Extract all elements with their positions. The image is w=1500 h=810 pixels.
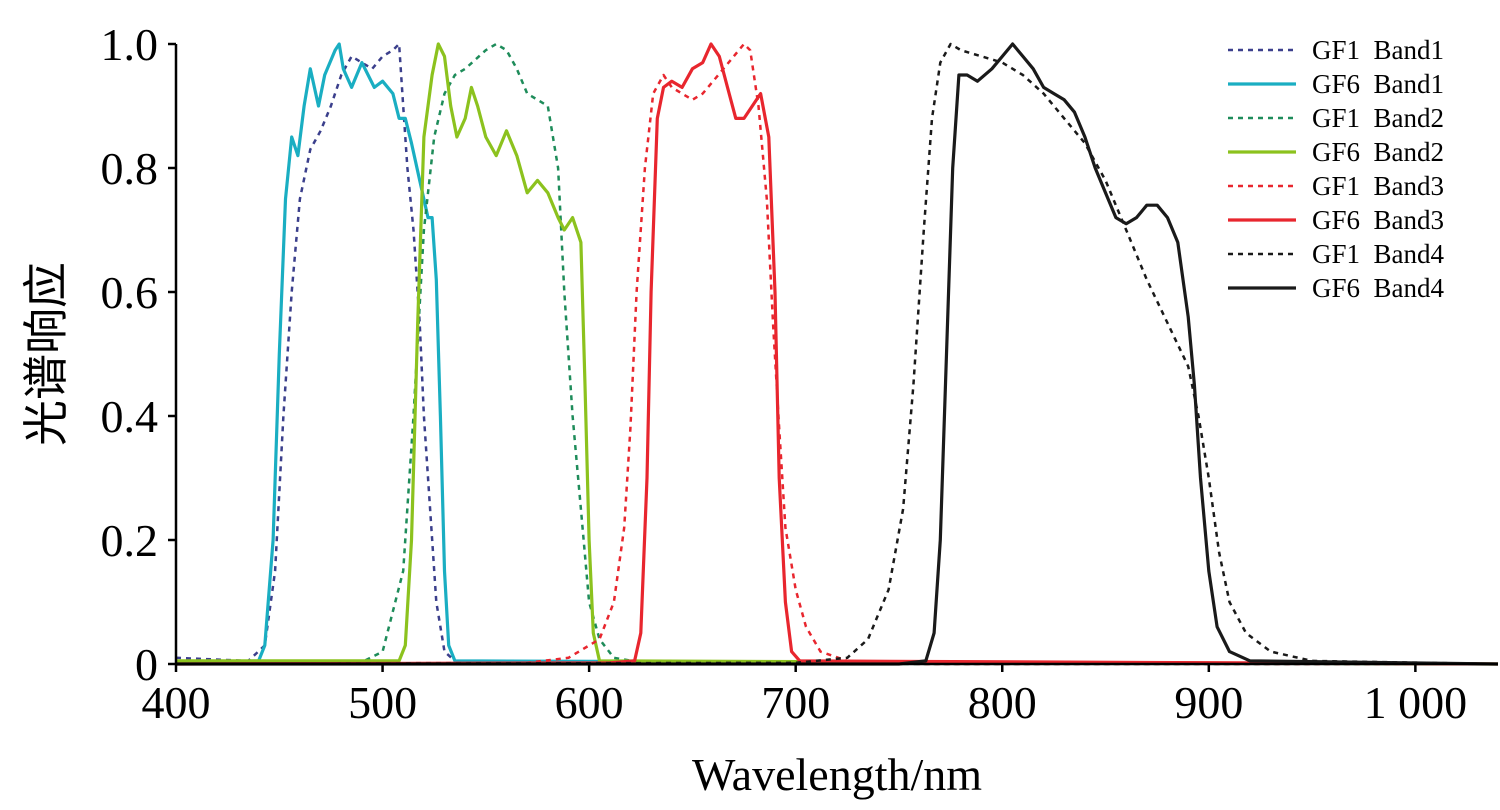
x-tick-label: 600 bbox=[555, 677, 624, 728]
y-tick-label: 0.8 bbox=[101, 143, 159, 194]
series-line bbox=[175, 42, 1498, 666]
legend-label: GF1 Band3 bbox=[1312, 171, 1444, 201]
series-line bbox=[176, 42, 1499, 666]
legend-label: GF6 Band2 bbox=[1312, 137, 1444, 167]
y-tick-label: 0.4 bbox=[101, 391, 159, 442]
y-tick-label: 0.2 bbox=[101, 515, 159, 566]
y-axis-title: 光谱响应 bbox=[21, 262, 72, 446]
series-line bbox=[175, 42, 1499, 666]
x-tick-label: 900 bbox=[1174, 677, 1243, 728]
x-tick-label: 700 bbox=[761, 677, 830, 728]
legend-label: GF6 Band3 bbox=[1312, 205, 1444, 235]
x-tick-label: 800 bbox=[968, 677, 1037, 728]
y-tick-label: 1.0 bbox=[101, 19, 159, 70]
y-axis-ticks: 0 0.2 0.4 0.6 0.8 1.0 bbox=[101, 19, 176, 690]
y-tick-label: 0.6 bbox=[101, 267, 159, 318]
series-line bbox=[176, 42, 1499, 666]
series-line bbox=[175, 42, 1499, 666]
x-axis-title: Wavelength/nm bbox=[692, 749, 982, 800]
x-tick-label: 400 bbox=[142, 677, 211, 728]
legend-label: GF6 Band4 bbox=[1312, 273, 1445, 303]
axes: 400 500 600 700 800 900 1 000 0 0.2 0.4 0.6 0.8 1.0 bbox=[101, 19, 1498, 728]
series-line bbox=[175, 42, 1499, 666]
legend-label: GF1 Band4 bbox=[1312, 239, 1445, 269]
legend-label: GF1 Band2 bbox=[1312, 103, 1444, 133]
series-line bbox=[175, 42, 1499, 666]
y-tick-label: 0 bbox=[135, 639, 158, 690]
series-line bbox=[175, 42, 1498, 666]
plot-area bbox=[175, 42, 1499, 666]
legend-label: GF1 Band1 bbox=[1312, 35, 1444, 65]
x-axis-ticks: 400 500 600 700 800 900 1 000 bbox=[142, 664, 1468, 728]
legend-label: GF6 Band1 bbox=[1312, 69, 1444, 99]
x-tick-label: 500 bbox=[348, 677, 417, 728]
legend: GF1 Band1 GF6 Band1 GF1 Band2 GF6 Band2 GF1 … bbox=[1228, 35, 1445, 303]
x-tick-label: 1 000 bbox=[1364, 677, 1468, 728]
